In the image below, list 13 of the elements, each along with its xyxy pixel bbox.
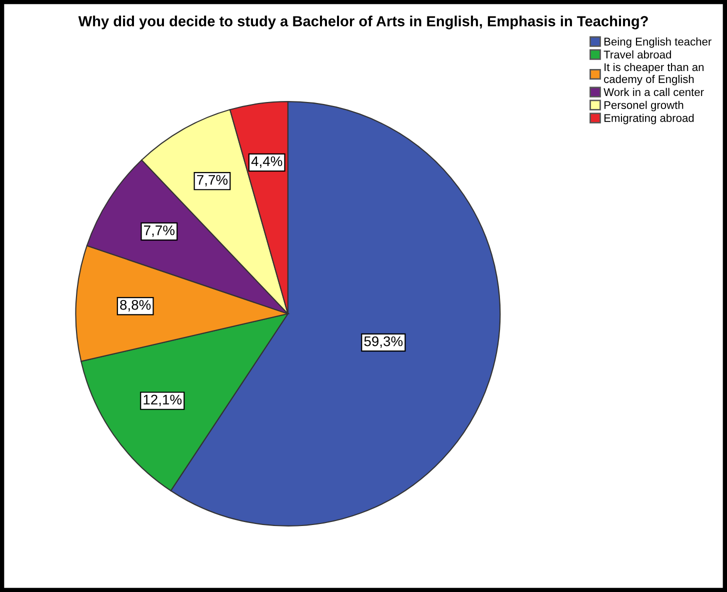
legend-label: Travel abroad — [604, 50, 671, 59]
legend-label: Work in a call center — [604, 88, 704, 96]
legend-label: Emigrating abroad — [604, 114, 694, 124]
data-label: 7,7% — [197, 175, 228, 186]
data-label: 59,3% — [364, 336, 403, 348]
chart-title: Why did you decide to study a Bachelor of Arts in English, Emphasis in Teaching? — [78, 16, 648, 30]
data-label: 7,7% — [144, 225, 174, 237]
legend-label: It is cheaper than an cademy of English — [604, 62, 704, 86]
legend-label: Being English teacher — [604, 37, 712, 48]
data-label: 12,1% — [144, 394, 182, 406]
legend-label: Personel growth — [604, 100, 684, 112]
data-label: 4,4% — [251, 156, 282, 168]
data-label: 8,8% — [120, 300, 151, 312]
